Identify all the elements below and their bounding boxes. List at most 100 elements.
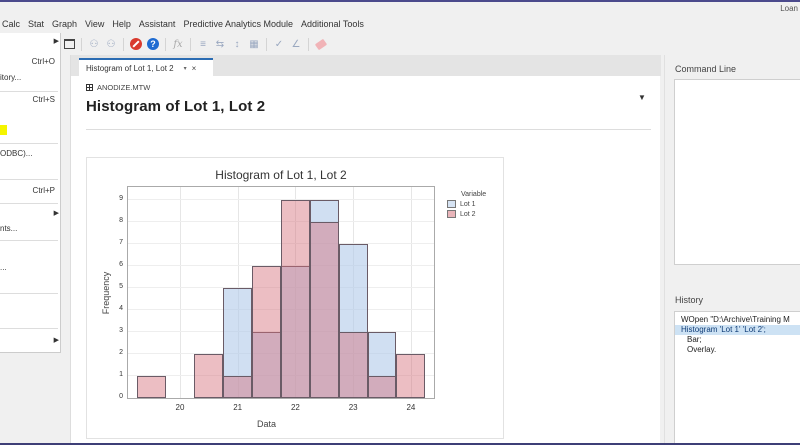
brush-icon: ✓ <box>274 38 284 50</box>
window-title-fragment: Loan <box>780 4 798 13</box>
insert-column-button[interactable]: ≡ <box>196 37 210 51</box>
tab-strip: Histogram of Lot 1, Lot 2 ▾ × <box>71 55 661 76</box>
highlight-marker <box>0 125 7 135</box>
formula-icon: fx <box>173 38 183 50</box>
menu-separator <box>0 91 58 92</box>
pane-splitter[interactable] <box>62 56 70 445</box>
menu-stat[interactable]: Stat <box>28 19 45 29</box>
menu-additional-tools[interactable]: Additional Tools <box>301 19 364 29</box>
column-icon: ≡ <box>200 38 206 50</box>
histogram-bar-lot1[interactable] <box>223 288 253 398</box>
gridline-vertical <box>410 187 412 398</box>
history-line[interactable]: Bar; <box>687 335 702 344</box>
menu-predictive-analytics[interactable]: Predictive Analytics Module <box>183 19 293 29</box>
histogram-bar-lot2[interactable] <box>367 376 397 398</box>
window-button[interactable] <box>62 37 76 51</box>
menu-separator <box>0 203 58 204</box>
brush-button[interactable]: ✓ <box>272 37 286 51</box>
history-line-selected[interactable]: Histogram 'Lot 1' 'Lot 2'; <box>675 325 800 335</box>
x-tick-label: 24 <box>406 403 416 412</box>
dropdown-item-label: itory... <box>0 73 22 82</box>
help-button[interactable]: ? <box>146 37 160 51</box>
output-title: Histogram of Lot 1, Lot 2 <box>86 98 266 115</box>
legend-label: Lot 2 <box>460 210 476 218</box>
menu-view[interactable]: View <box>85 19 105 29</box>
tab-histogram[interactable]: Histogram of Lot 1, Lot 2 ▾ × <box>79 58 213 76</box>
worksheet-name: ANODIZE.MTW <box>97 83 151 92</box>
chart-title: Histogram of Lot 1, Lot 2 <box>215 168 347 182</box>
histogram-bar-lot1[interactable] <box>338 244 368 398</box>
shortcut-label: Ctrl+S <box>32 95 55 104</box>
cancel-button[interactable] <box>129 37 143 51</box>
gridline-horizontal <box>128 199 434 201</box>
legend-swatch-lot2 <box>447 210 456 218</box>
toolbar: ⚇ ⚇ ? fx ≡ ⇆ ↕ ▦ ✓ ∠ <box>62 35 328 53</box>
dropdown-item-save[interactable]: Ctrl+S <box>0 95 61 109</box>
x-tick-label: 20 <box>175 403 185 412</box>
menu-separator <box>0 328 58 329</box>
histogram-bar-lot2[interactable] <box>309 222 339 398</box>
dropdown-item-label: nts... <box>0 224 18 233</box>
find-button[interactable]: ⚇ <box>87 37 101 51</box>
history-line[interactable]: WOpen "D:\Archive\Training M <box>681 315 790 324</box>
window-bottom-border <box>0 443 800 445</box>
menu-calc[interactable]: Calc <box>2 19 21 29</box>
history-line[interactable]: Overlay. <box>687 345 717 354</box>
menu-assistant[interactable]: Assistant <box>138 19 176 29</box>
y-tick-label: 2 <box>119 349 123 357</box>
histogram-bar-lot2[interactable] <box>281 200 310 398</box>
binoculars-icon: ⚇ <box>89 38 99 50</box>
histogram-bar-lot2[interactable] <box>338 332 368 398</box>
shortcut-label: Ctrl+O <box>31 57 55 66</box>
submenu-arrow-icon: ▶ <box>53 337 59 344</box>
command-line-input[interactable] <box>674 79 800 265</box>
gridline-vertical <box>179 187 181 398</box>
edit-icon: ▦ <box>249 38 259 50</box>
dropdown-item-submenu-3[interactable]: ▶ <box>0 336 61 350</box>
histogram-bar-lot2[interactable] <box>223 376 253 398</box>
histogram-bar-lot2[interactable] <box>136 376 166 398</box>
dropdown-item-open[interactable]: Ctrl+O <box>0 57 61 71</box>
eraser-button[interactable] <box>314 37 328 51</box>
history-list[interactable]: WOpen "D:\Archive\Training M Histogram '… <box>674 311 800 445</box>
dropdown-item-print[interactable]: Ctrl+P <box>0 186 61 200</box>
histogram-bar-lot2[interactable] <box>252 266 281 398</box>
right-panel: Command Line History WOpen "D:\Archive\T… <box>664 55 800 445</box>
dropdown-item-1[interactable]: ▶ <box>0 37 61 51</box>
edit-cells-button[interactable]: ▦ <box>247 37 261 51</box>
eraser-icon <box>314 38 328 50</box>
tab-dropdown-icon[interactable]: ▾ <box>183 65 187 72</box>
dropdown-item-ellipsis[interactable]: ... <box>0 263 61 277</box>
file-dropdown-menu: ▶ Ctrl+O itory... Ctrl+S ODBC)... Ctrl+P… <box>0 33 61 353</box>
insert-row-button[interactable]: ⇆ <box>213 37 227 51</box>
menu-bar: Calc Stat Graph View Help Assistant Pred… <box>0 16 800 32</box>
close-icon[interactable]: × <box>191 63 197 73</box>
formula-button[interactable]: fx <box>171 37 185 51</box>
insert-cells-button[interactable]: ↕ <box>230 37 244 51</box>
dropdown-item-submenu-2[interactable]: ▶ <box>0 209 61 223</box>
y-tick-label: 6 <box>119 261 123 269</box>
y-tick-label: 1 <box>119 371 123 379</box>
y-axis-label: Frequency <box>101 271 111 315</box>
menu-graph[interactable]: Graph <box>52 19 78 29</box>
histogram-bar-lot1[interactable] <box>367 332 397 398</box>
legend-item-lot1: Lot 1 <box>447 200 486 208</box>
find-next-button[interactable]: ⚇ <box>104 37 118 51</box>
toolbar-separator <box>123 37 124 51</box>
legend-swatch-lot1 <box>447 200 456 208</box>
insert-icon: ↕ <box>234 38 240 50</box>
dropdown-item-repository[interactable]: itory... <box>0 73 61 87</box>
menu-help[interactable]: Help <box>112 19 131 29</box>
cancel-icon <box>130 38 142 50</box>
histogram-bar-lot2[interactable] <box>194 354 224 398</box>
legend-title: Variable <box>461 191 487 198</box>
histogram-bar-lot2[interactable] <box>396 354 426 398</box>
row-icon: ⇆ <box>215 38 225 50</box>
dropdown-item-documents[interactable]: nts... <box>0 224 61 238</box>
shortcut-label: Ctrl+P <box>32 186 55 195</box>
link-button[interactable]: ∠ <box>289 37 303 51</box>
output-pane: Histogram of Lot 1, Lot 2 ▾ × ANODIZE.MT… <box>70 55 661 445</box>
output-options-dropdown[interactable]: ▼ <box>638 93 646 102</box>
dropdown-item-odbc[interactable]: ODBC)... <box>0 149 61 163</box>
